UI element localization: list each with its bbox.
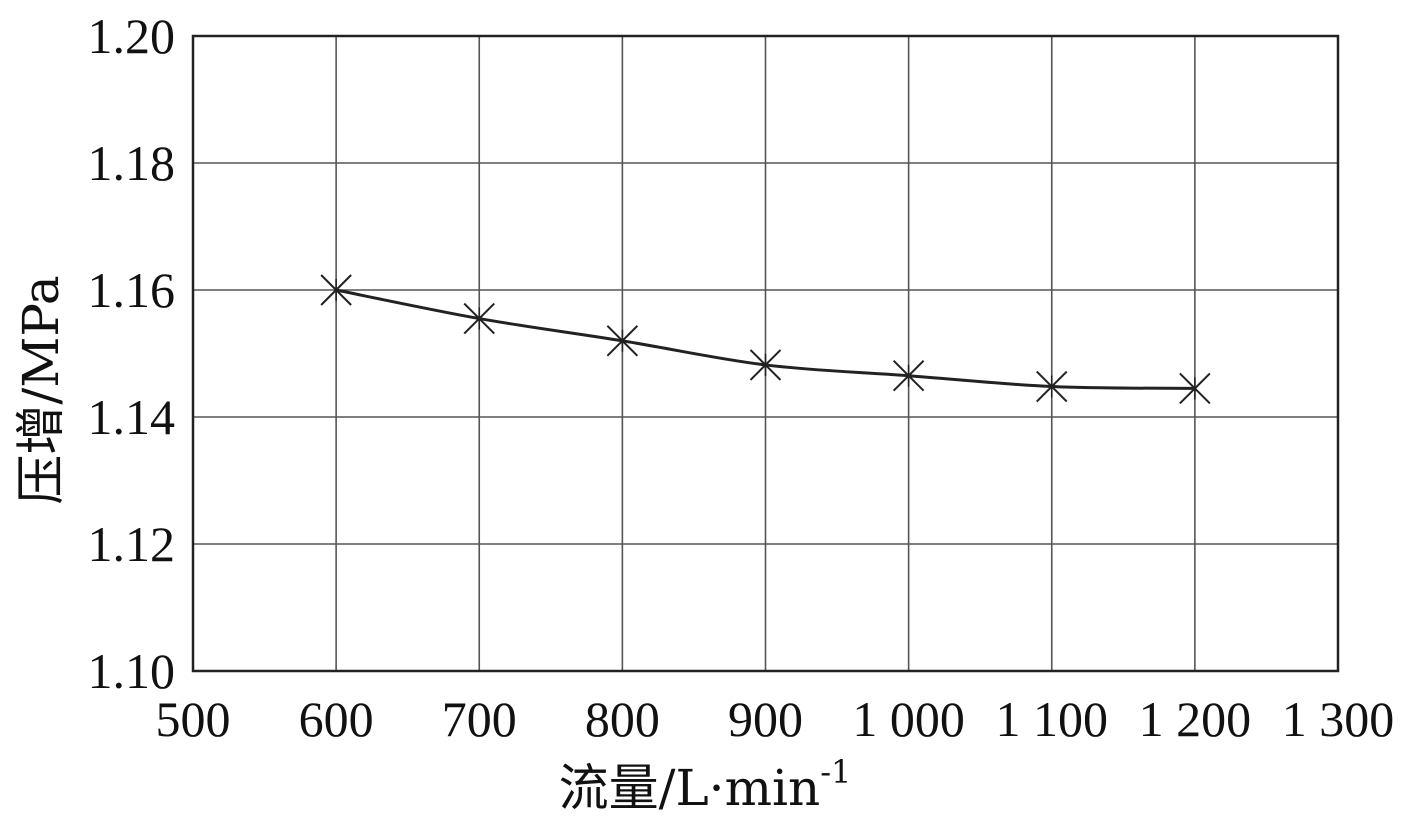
y-tick-label: 1.18 [88,135,176,191]
x-axis-title-main: 流量/L·min [559,759,821,817]
y-tick-label: 1.16 [88,262,176,318]
data-point-marker [1179,372,1211,405]
y-tick-label: 1.10 [88,643,176,699]
x-tick-label: 900 [728,691,803,747]
data-point-marker [606,325,639,357]
x-tick-label: 1 100 [996,691,1109,747]
x-tick-label: 1 000 [852,691,965,747]
grid [192,35,1339,672]
x-tick-label: 500 [156,691,231,747]
y-axis-title: 压增/MPa [12,275,70,504]
x-tick-label: 700 [442,691,517,747]
series-group [320,274,1211,405]
data-point-marker [749,349,782,381]
x-tick-label: 1 300 [1282,691,1395,747]
data-point-marker [463,302,495,335]
y-tick-label: 1.20 [88,8,176,64]
plot-frame [191,34,1340,673]
x-tick-label: 800 [585,691,660,747]
data-point-marker [892,360,925,392]
x-axis-title: 流量/L·min-1 [559,753,852,817]
y-tick-label: 1.14 [88,389,176,445]
x-tick-label: 1 200 [1139,691,1252,747]
x-tick-labels: 500 600 700 800 900 1 000 1 100 1 200 1 300 [156,691,1395,747]
data-point-marker [320,274,352,306]
x-tick-label: 600 [299,691,374,747]
x-axis-title-superscript: -1 [820,753,851,791]
y-tick-label: 1.12 [88,516,176,572]
data-point-marker [1036,370,1068,403]
y-tick-labels: 1.10 1.12 1.14 1.16 1.18 1.20 [88,8,176,699]
